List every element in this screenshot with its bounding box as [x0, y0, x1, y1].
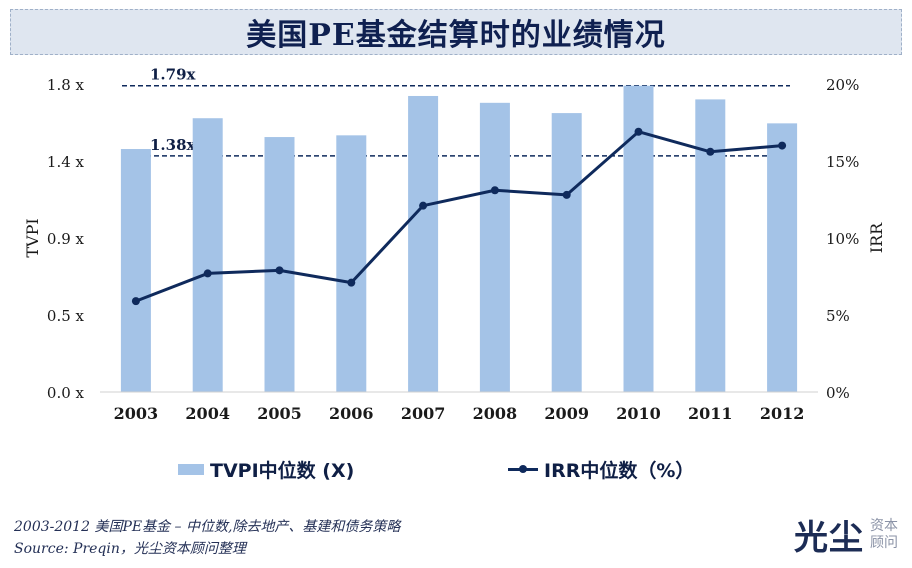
- bar-2010: [623, 85, 654, 392]
- logo-sub-line2: 顾问: [870, 534, 898, 551]
- x-tick-label-2003: 2003: [114, 404, 159, 423]
- irr-point-2007: [419, 201, 428, 210]
- x-tick-label-2009: 2009: [544, 404, 589, 423]
- logo-main-text: 光尘: [794, 518, 864, 558]
- bar-2012: [767, 123, 798, 392]
- logo-sub-text: 资本 顾问: [870, 518, 898, 552]
- y-right-tick-label: 10%: [826, 230, 859, 248]
- y-axis-right-title: IRR: [867, 222, 886, 253]
- y-left-tick-label: 0.0 x: [47, 384, 85, 402]
- y-axis-left-title: TVPI: [23, 218, 42, 257]
- x-tick-label-2010: 2010: [616, 404, 661, 423]
- irr-point-2004: [203, 269, 212, 278]
- legend-item-irr: IRR中位数（%）: [508, 456, 694, 483]
- x-tick-label-2011: 2011: [688, 404, 733, 423]
- y-left-tick-label: 0.5 x: [47, 307, 85, 325]
- legend-label-irr: IRR中位数（%）: [544, 460, 695, 482]
- irr-point-2006: [347, 278, 356, 287]
- bar-2007: [408, 95, 439, 392]
- irr-point-2009: [562, 190, 571, 199]
- x-tick-label-2006: 2006: [329, 404, 374, 423]
- reference-lines: 1.79x 1.38x: [122, 66, 790, 157]
- legend-line-swatch: [508, 465, 538, 473]
- irr-point-2010: [634, 127, 643, 136]
- axes: 0.0 x 0.5 x 0.9 x 1.4 x 1.8 x 0% 5% 10% 15% 20% 20…: [47, 76, 859, 423]
- brand-logo: 光尘 资本 顾问: [794, 510, 898, 559]
- bar-2009: [551, 113, 582, 392]
- x-tick-label-2005: 2005: [257, 404, 302, 423]
- y-left-tick-label: 1.8 x: [47, 76, 85, 94]
- y-left-tick-label: 1.4 x: [47, 153, 85, 171]
- x-tick-label-2012: 2012: [760, 404, 805, 423]
- footnote-scope: 2003-2012 美国PE基金 – 中位数,除去地产、基建和债务策略: [14, 519, 401, 535]
- irr-point-2008: [490, 186, 499, 195]
- irr-point-2012: [778, 141, 787, 150]
- irr-point-2005: [275, 266, 284, 275]
- y-right-tick-label: 5%: [826, 307, 850, 325]
- title-banner: 美国PE基金结算时的业绩情况: [10, 9, 902, 55]
- legend-bar-swatch: [178, 464, 204, 475]
- y-left-tick-label: 0.9 x: [47, 230, 85, 248]
- reference-label-2: 1.38x: [150, 136, 197, 154]
- bar-2003: [120, 149, 151, 392]
- line-series: [131, 127, 787, 306]
- footnote-source: Source: Preqin，光尘资本顾问整理: [14, 541, 246, 557]
- bar-2008: [479, 102, 510, 393]
- x-tick-label-2007: 2007: [401, 404, 446, 423]
- page-title: 美国PE基金结算时的业绩情况: [246, 18, 666, 53]
- irr-line: [135, 130, 783, 303]
- y-right-tick-label: 0%: [826, 384, 850, 402]
- chart-legend: TVPI中位数 (X) IRR中位数（%）: [0, 456, 912, 482]
- logo-sub-line1: 资本: [870, 517, 898, 534]
- bar-2004: [192, 118, 223, 392]
- irr-point-2003: [131, 297, 140, 306]
- bar-2011: [695, 99, 726, 393]
- legend-item-tvpi: TVPI中位数 (X): [178, 456, 354, 483]
- bar-series: [120, 85, 798, 393]
- bar-2005: [264, 137, 295, 392]
- legend-label-tvpi: TVPI中位数 (X): [210, 460, 355, 482]
- x-tick-label-2008: 2008: [473, 404, 518, 423]
- bar-2006: [336, 135, 367, 393]
- y-right-tick-label: 15%: [826, 153, 859, 171]
- y-right-tick-label: 20%: [826, 76, 859, 94]
- x-tick-label-2004: 2004: [185, 404, 230, 423]
- irr-point-2011: [706, 147, 715, 156]
- reference-label-1: 1.79x: [150, 66, 197, 84]
